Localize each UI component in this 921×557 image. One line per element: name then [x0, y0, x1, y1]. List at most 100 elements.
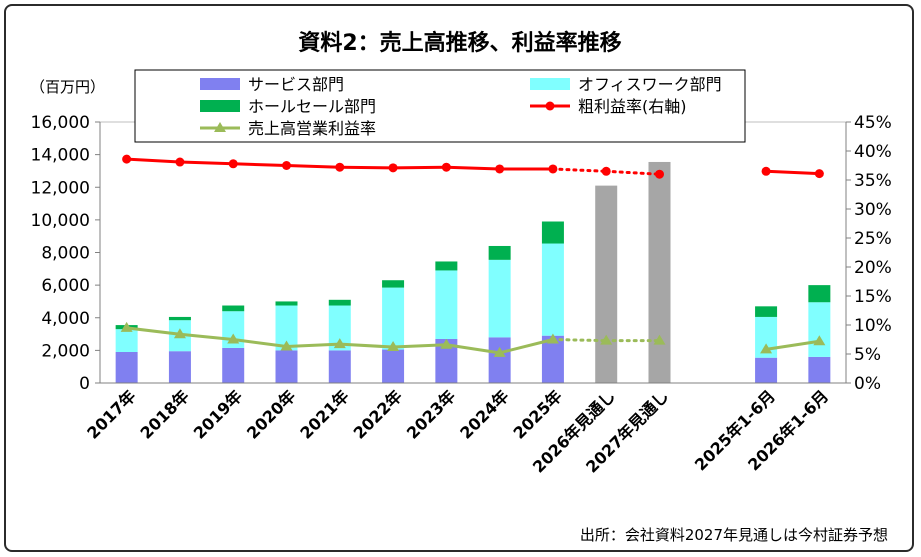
line-segment-gross-margin-2	[233, 162, 287, 167]
y-left-tick-label-8: 16,000	[31, 113, 90, 133]
y-right-tick-label-9: 45%	[854, 113, 892, 133]
point-operating-margin-7	[493, 346, 506, 357]
point-gross-margin-2	[228, 159, 238, 169]
point-gross-margin-10	[655, 169, 664, 179]
bar-wholesale-3	[275, 301, 298, 306]
legend-label-operating-margin: 売上高営業利益率	[248, 119, 376, 138]
y-right-tick-label-2: 10%	[854, 316, 892, 336]
bar-service-12	[755, 357, 778, 383]
line-segment-gross-margin-8	[551, 167, 608, 173]
point-operating-margin-2	[227, 333, 240, 344]
line-segment-operating-margin-3	[286, 342, 340, 348]
point-gross-margin-3	[282, 161, 291, 170]
bar-service-13	[808, 356, 831, 383]
point-gross-margin-9	[601, 166, 611, 176]
bar-wholesale-2	[222, 305, 245, 312]
line-segment-operating-margin-0	[126, 326, 181, 336]
legend-swatch-service	[200, 78, 240, 90]
point-gross-margin-12	[761, 166, 771, 176]
bar-office-3	[275, 305, 298, 351]
bar-total-forecast-10	[648, 161, 671, 383]
y-left-tick-label-1: 2,000	[41, 341, 90, 361]
line-segment-gross-margin-6	[446, 165, 500, 171]
y-right-tick-label-1: 5%	[854, 345, 881, 365]
x-tick-label-3: 2020年	[243, 386, 299, 442]
point-operating-margin-13	[813, 335, 826, 346]
y-left-tick-label-6: 12,000	[31, 178, 90, 198]
chart-frame	[4, 4, 914, 552]
y-right-tick-label-6: 30%	[854, 200, 892, 220]
point-operating-margin-5	[387, 341, 400, 352]
bar-office-7	[488, 259, 511, 338]
legend-marker-gross-margin	[545, 101, 555, 111]
legend-swatch-wholesale	[200, 100, 240, 112]
line-segment-operating-margin-5	[393, 343, 447, 349]
source-note: 出所：会社資料2027年見通しは今村証券予想	[580, 526, 888, 544]
point-operating-margin-6	[440, 338, 453, 349]
bar-service-1	[168, 351, 191, 383]
point-operating-margin-4	[333, 338, 346, 349]
y-right-tick-label-5: 25%	[854, 229, 892, 249]
point-operating-margin-1	[173, 328, 186, 339]
x-tick-label-1: 2018年	[137, 386, 193, 442]
bar-service-4	[328, 350, 351, 383]
x-tick-label-0: 2017年	[83, 386, 139, 442]
point-gross-margin-6	[441, 162, 451, 172]
line-segment-gross-margin-0	[126, 157, 181, 164]
bar-service-3	[275, 350, 298, 383]
point-gross-margin-0	[122, 154, 132, 164]
point-operating-margin-8	[546, 333, 559, 344]
y-left-tick-label-7: 14,000	[31, 146, 90, 166]
point-operating-margin-10	[653, 334, 666, 345]
bar-service-8	[541, 335, 564, 383]
bar-service-7	[488, 337, 511, 383]
legend-label-office: オフィスワーク部門	[578, 75, 722, 94]
y-left-tick-label-4: 8,000	[41, 244, 90, 264]
x-tick-label-6: 2023年	[403, 386, 459, 442]
bar-wholesale-1	[168, 316, 191, 321]
bar-total-forecast-9	[595, 185, 618, 383]
bar-service-2	[222, 347, 245, 383]
legend-label-service: サービス部門	[248, 75, 344, 94]
x-tick-label-2: 2019年	[190, 386, 246, 442]
bar-office-0	[115, 329, 138, 353]
line-segment-operating-margin-12	[765, 339, 820, 351]
bar-service-5	[382, 349, 405, 383]
line-segment-gross-margin-12	[766, 169, 820, 176]
line-segment-operating-margin-8	[551, 338, 608, 343]
point-gross-margin-5	[388, 163, 398, 173]
bar-wholesale-6	[435, 261, 458, 271]
bar-office-4	[328, 305, 351, 351]
line-segment-operating-margin-7	[499, 338, 554, 355]
point-operating-margin-12	[760, 343, 773, 354]
y-right-tick-label-3: 15%	[854, 287, 892, 307]
bar-office-8	[541, 243, 564, 336]
y-left-tick-label-5: 10,000	[31, 211, 90, 231]
y-left-tick-label-0: 0	[79, 374, 90, 394]
legend-label-gross-margin: 粗利益率(右軸)	[578, 97, 687, 116]
line-segment-operating-margin-1	[179, 332, 234, 341]
y-right-tick-label-7: 35%	[854, 171, 892, 191]
bar-wholesale-5	[382, 280, 405, 288]
point-operating-margin-3	[280, 340, 293, 351]
y-right-tick-label-0: 0%	[854, 374, 881, 394]
bar-wholesale-4	[328, 299, 351, 306]
line-segment-operating-margin-2	[233, 338, 287, 348]
y-left-tick-label-3: 6,000	[41, 276, 90, 296]
bar-wholesale-8	[541, 221, 564, 244]
point-operating-margin-0	[120, 321, 133, 332]
point-gross-margin-4	[335, 162, 345, 172]
y-unit-label: （百万円）	[30, 78, 105, 96]
x-tick-label-7: 2024年	[456, 386, 512, 442]
point-gross-margin-8	[548, 164, 558, 174]
line-segment-operating-margin-4	[339, 342, 394, 349]
bar-office-5	[382, 287, 405, 350]
plot-area	[99, 121, 847, 384]
point-gross-margin-7	[495, 164, 505, 174]
y-left-tick-label-2: 4,000	[41, 309, 90, 329]
x-tick-label-5: 2022年	[350, 386, 406, 442]
line-segment-gross-margin-9	[604, 169, 661, 176]
bar-office-6	[435, 270, 458, 339]
chart-title: 資料2：売上高推移、利益率推移	[298, 30, 621, 56]
